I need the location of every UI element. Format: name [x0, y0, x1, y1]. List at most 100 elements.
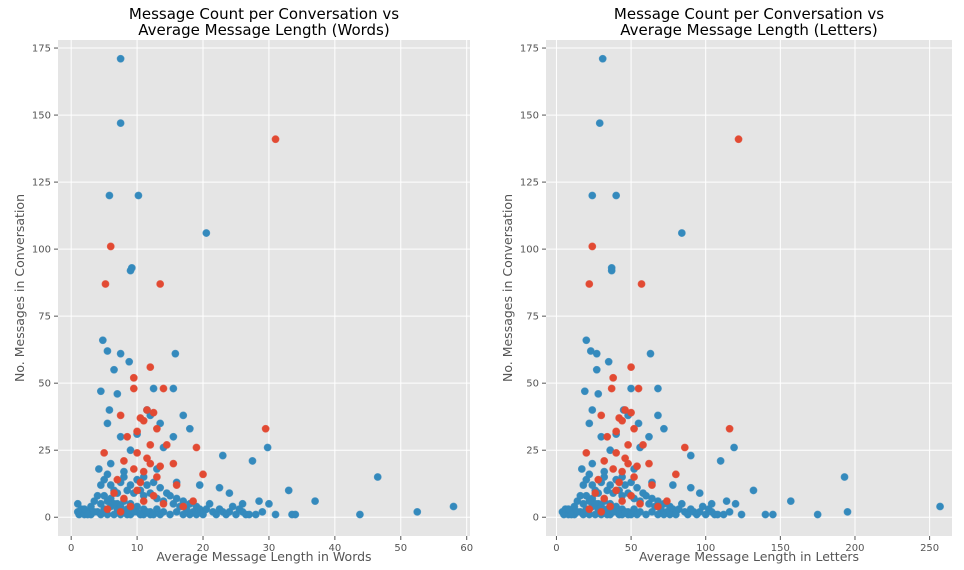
data-point — [272, 511, 279, 518]
data-point — [150, 385, 157, 392]
data-point — [732, 500, 739, 507]
data-point — [128, 264, 135, 271]
data-point — [172, 350, 179, 357]
data-point — [646, 460, 653, 467]
data-point — [634, 463, 641, 470]
data-point — [414, 508, 421, 515]
data-point — [160, 385, 167, 392]
data-point — [814, 511, 821, 518]
data-point — [292, 511, 299, 518]
data-point — [628, 409, 635, 416]
data-point — [94, 492, 101, 499]
data-point — [200, 511, 207, 518]
data-point — [640, 441, 647, 448]
data-point — [593, 350, 600, 357]
data-point — [634, 484, 641, 491]
data-point — [111, 500, 118, 507]
data-point — [628, 492, 635, 499]
data-point — [117, 350, 124, 357]
data-point — [687, 484, 694, 491]
data-point — [598, 412, 605, 419]
data-point — [607, 482, 614, 489]
data-point — [104, 506, 111, 513]
data-point — [246, 511, 253, 518]
data-point — [589, 460, 596, 467]
chart-words: 0 10 20 30 40 50 60 0 25 50 75 100 125 150 175 Message… — [12, 5, 473, 564]
data-point — [598, 508, 605, 515]
data-point — [186, 425, 193, 432]
data-point — [206, 500, 213, 507]
data-point — [738, 511, 745, 518]
data-point — [193, 444, 200, 451]
data-point — [678, 500, 685, 507]
data-point — [272, 136, 279, 143]
data-point — [687, 452, 694, 459]
data-point — [735, 136, 742, 143]
data-point — [608, 264, 615, 271]
chart-title-line2: Average Message Length (Words) — [138, 21, 389, 39]
y-tick-label: 75 — [526, 312, 539, 323]
y-tick-label: 175 — [32, 44, 51, 55]
data-point — [157, 511, 164, 518]
data-point — [769, 511, 776, 518]
data-point — [637, 500, 644, 507]
data-point — [134, 428, 141, 435]
data-point — [613, 449, 620, 456]
data-point — [117, 120, 124, 127]
data-point — [586, 471, 593, 478]
data-point — [111, 511, 118, 518]
data-point — [121, 474, 128, 481]
data-point — [130, 374, 137, 381]
chart-letters: 0 50 100 150 200 2500255075100125150175 Messa… — [500, 5, 952, 564]
data-point — [578, 466, 585, 473]
data-point — [450, 503, 457, 510]
y-tick-label: 25 — [38, 446, 51, 457]
y-axis-label: No. Messages in Conversation — [500, 194, 515, 382]
data-point — [170, 460, 177, 467]
data-point — [655, 503, 662, 510]
data-point — [613, 487, 620, 494]
data-point — [157, 484, 164, 491]
data-point — [589, 243, 596, 250]
y-tick-label: 125 — [520, 178, 539, 189]
data-point — [150, 511, 157, 518]
data-point — [111, 366, 118, 373]
data-point — [101, 449, 108, 456]
data-point — [104, 420, 111, 427]
data-point — [134, 487, 141, 494]
data-point — [586, 506, 593, 513]
data-point — [160, 500, 167, 507]
y-tick-label: 100 — [32, 245, 51, 256]
data-point — [622, 455, 629, 462]
data-point — [312, 498, 319, 505]
data-point — [717, 458, 724, 465]
data-point — [130, 385, 137, 392]
data-point — [266, 500, 273, 507]
x-tick-label: 60 — [460, 543, 473, 554]
data-point — [731, 444, 738, 451]
data-point — [841, 474, 848, 481]
data-point — [601, 495, 608, 502]
data-point — [130, 466, 137, 473]
data-point — [647, 350, 654, 357]
data-point — [140, 417, 147, 424]
data-point — [140, 468, 147, 475]
data-point — [150, 492, 157, 499]
data-point — [121, 495, 128, 502]
data-point — [581, 388, 588, 395]
data-point — [844, 508, 851, 515]
data-point — [200, 471, 207, 478]
data-point — [180, 511, 187, 518]
data-point — [619, 498, 626, 505]
data-point — [592, 490, 599, 497]
y-tick-label: 0 — [45, 513, 51, 524]
data-point — [672, 511, 679, 518]
data-point — [147, 364, 154, 371]
data-point — [357, 511, 364, 518]
data-point — [193, 511, 200, 518]
data-point — [102, 281, 109, 288]
data-point — [180, 412, 187, 419]
chart-title-line2: Average Message Length (Letters) — [620, 21, 877, 39]
data-point — [586, 281, 593, 288]
data-point — [610, 466, 617, 473]
